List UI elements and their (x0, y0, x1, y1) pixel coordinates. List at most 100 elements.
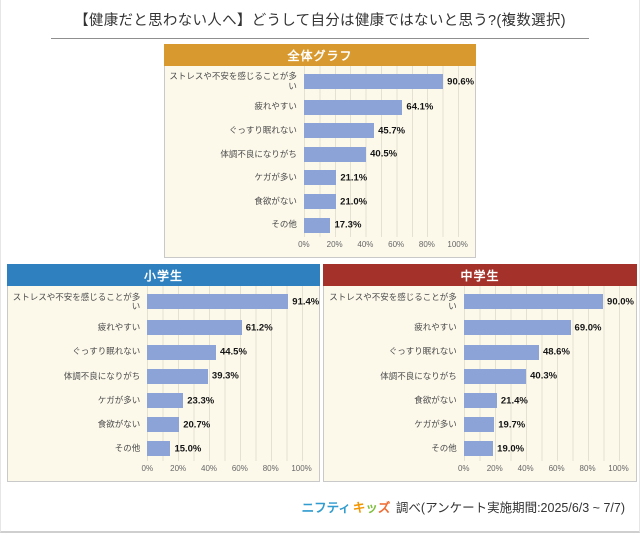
x-tick: 60% (388, 240, 405, 249)
category-label: その他 (271, 219, 297, 230)
bar: 39.3% (147, 368, 239, 384)
bar-row: 疲れやすい 61.2% (8, 320, 319, 336)
bar-row: その他 15.0% (8, 441, 319, 457)
credit-text: 調べ(アンケート実施期間:2025/6/3 ~ 7/7) (392, 501, 625, 515)
page-title: 【健康だと思わない人へ】どうして自分は健康ではないと思う?(複数選択) (74, 13, 566, 29)
bar-row: ぐっすり眠れない 45.7% (165, 123, 475, 139)
bar-row: ストレスや不安を感じることが多い 91.4% (8, 291, 319, 312)
x-axis: 0% 20% 40% 60% 80% 100% (298, 240, 468, 254)
category-label: その他 (431, 443, 457, 454)
value-label: 61.2% (245, 322, 273, 334)
bar-track: 90.6% (303, 74, 474, 90)
category-label: 疲れやすい (97, 322, 141, 333)
bar-rows: ストレスや不安を感じることが多い 90.6% 疲れやすい 64.1% (165, 68, 475, 237)
bar-track: 39.3% (147, 368, 301, 384)
x-tick: 80% (262, 464, 279, 473)
chart-junior-high-header: 中学生 (323, 264, 637, 286)
x-tick: 100% (291, 464, 312, 473)
chart-overall-body: ストレスや不安を感じることが多い 90.6% 疲れやすい 64.1% (164, 66, 476, 258)
bar-track: 21.1% (303, 170, 458, 186)
value-label: 39.3% (211, 370, 239, 382)
bar-row: 食欲がない 21.0% (165, 194, 475, 210)
bar-track: 45.7% (303, 123, 458, 139)
page-title-wrap: 【健康だと思わない人へ】どうして自分は健康ではないと思う?(複数選択) (51, 9, 589, 39)
bar-track: 19.0% (463, 441, 619, 457)
nifty-logo-text: ニフティ (301, 501, 351, 515)
category-label: ぐっすり眠れない (72, 346, 141, 357)
bar-row: ケガが多い 23.3% (8, 393, 319, 409)
chart-overall-header: 全体グラフ (164, 44, 476, 66)
category-label: ストレスや不安を感じることが多い (12, 291, 141, 311)
bar-track: 17.3% (303, 217, 458, 233)
category-label: 食欲がない (97, 419, 141, 430)
value-label: 69.0% (574, 322, 602, 334)
category-label: ケガが多い (414, 419, 457, 430)
bar-track: 64.1% (303, 99, 458, 115)
bar: 20.7% (147, 417, 210, 433)
bar-row: 体調不良になりがち 39.3% (8, 368, 319, 384)
x-tick: 40% (517, 464, 534, 473)
category-label: 食欲がない (254, 195, 297, 206)
bar-row: 疲れやすい 64.1% (165, 99, 475, 115)
value-label: 91.4% (292, 296, 320, 308)
x-tick: 20% (486, 464, 503, 473)
bar-track: 40.5% (303, 146, 458, 162)
bar-track: 69.0% (463, 320, 619, 336)
bar: 19.7% (463, 417, 525, 433)
bar-track: 21.4% (463, 393, 619, 409)
kids-logo-char: キ (352, 501, 366, 515)
bar-track: 90.0% (463, 294, 634, 310)
bar: 91.4% (147, 294, 319, 310)
survey-credit: ニフティ キッズ 調べ(アンケート実施期間:2025/6/3 ~ 7/7) (302, 497, 625, 516)
category-label: 疲れやすい (254, 101, 297, 112)
x-tick: 0% (457, 464, 470, 473)
value-label: 19.0% (497, 443, 525, 455)
bar-rows: ストレスや不安を感じることが多い 91.4% 疲れやすい 61.2% (8, 288, 319, 461)
value-label: 21.0% (340, 196, 368, 208)
bar-row: ケガが多い 19.7% (324, 417, 636, 433)
bar-track: 40.3% (463, 368, 619, 384)
category-label: ぐっすり眠れない (388, 346, 457, 357)
value-label: 21.4% (500, 395, 528, 407)
x-tick: 80% (418, 240, 435, 249)
bar-row: 食欲がない 20.7% (8, 417, 319, 433)
value-label: 45.7% (378, 125, 406, 137)
bar: 61.2% (147, 320, 273, 336)
x-axis: 0% 20% 40% 60% 80% 100% (142, 464, 312, 478)
bar: 21.1% (303, 170, 367, 186)
x-tick: 60% (231, 464, 248, 473)
value-label: 20.7% (183, 419, 211, 431)
value-label: 40.5% (370, 148, 398, 160)
x-axis: 0% 20% 40% 60% 80% 100% (458, 464, 629, 478)
bar-track: 15.0% (147, 441, 301, 457)
kids-logo-char: ッ (365, 501, 378, 515)
bar: 90.0% (463, 294, 634, 310)
bar-track: 91.4% (147, 294, 319, 310)
value-label: 19.7% (498, 419, 526, 431)
x-tick: 40% (200, 464, 218, 473)
bar-track: 61.2% (147, 320, 301, 336)
kids-logo-text: キッズ (353, 501, 391, 515)
bar: 19.0% (463, 441, 524, 457)
bar-track: 19.7% (463, 417, 619, 433)
category-label: ぐっすり眠れない (228, 125, 297, 136)
bar-row: 体調不良になりがち 40.3% (324, 368, 636, 384)
bar-track: 48.6% (463, 344, 619, 360)
x-tick: 0% (141, 464, 154, 473)
bar: 23.3% (147, 393, 214, 409)
category-label: ケガが多い (254, 172, 297, 183)
chart-overall: 全体グラフ ストレスや不安を感じることが多い 90.6% 疲れやすい (164, 44, 476, 258)
bar: 44.5% (147, 344, 247, 360)
bar-row: ケガが多い 21.1% (165, 170, 475, 186)
bar: 48.6% (463, 344, 570, 360)
x-tick: 20% (170, 464, 187, 473)
chart-overall-title: 全体グラフ (287, 48, 353, 63)
chart-elementary-body: ストレスや不安を感じることが多い 91.4% 疲れやすい 61.2% (7, 286, 320, 482)
category-label: 体調不良になりがち (63, 370, 141, 381)
value-label: 17.3% (334, 219, 362, 231)
bar: 15.0% (147, 441, 201, 457)
value-label: 90.6% (447, 76, 475, 88)
bar-row: 体調不良になりがち 40.5% (165, 146, 475, 162)
bar: 90.6% (303, 74, 474, 90)
bar: 64.1% (303, 99, 433, 115)
